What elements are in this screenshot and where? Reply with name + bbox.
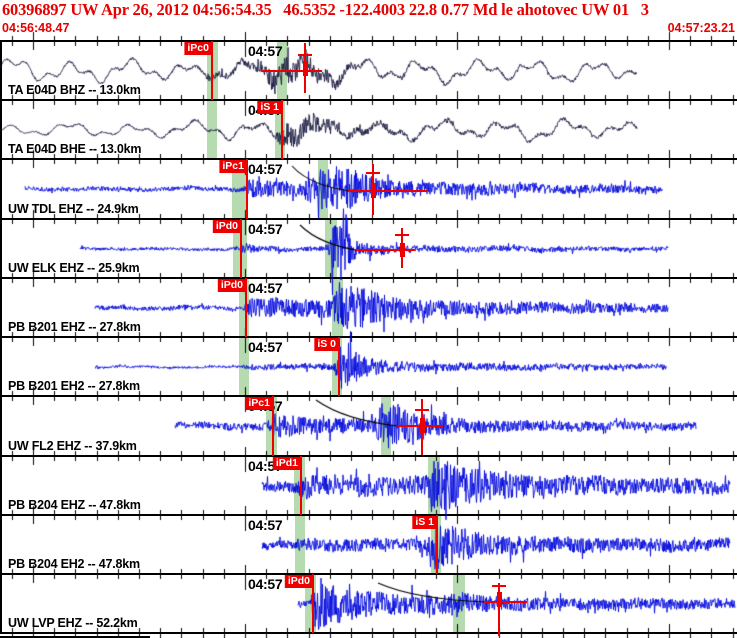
station-label: UW TDL EHZ -- 24.9km — [8, 202, 139, 216]
station-label: TA E04D BHE -- 13.0km — [8, 142, 142, 156]
station-label: TA E04D BHZ -- 13.0km — [8, 83, 141, 97]
phase-pick-line[interactable] — [300, 456, 302, 515]
amplitude-marker-hline[interactable] — [348, 190, 427, 192]
phase-pick-line[interactable] — [240, 219, 242, 278]
minute-time-label: 04:57 — [248, 43, 283, 59]
phase-pick-label[interactable]: iPd0 — [217, 279, 246, 292]
phase-pick-label[interactable]: iPc1 — [245, 397, 273, 410]
minute-time-label: 04:57 — [248, 280, 283, 296]
phase-pick-label[interactable]: iS 1 — [412, 516, 437, 529]
amplitude-marker-tick[interactable] — [492, 585, 506, 587]
phase-pick-label[interactable]: iPd0 — [212, 220, 241, 233]
phase-pick-line[interactable] — [245, 278, 247, 337]
phase-pick-line[interactable] — [312, 574, 314, 633]
amplitude-marker-tick[interactable] — [415, 409, 429, 411]
minute-time-label: 04:57 — [248, 339, 283, 355]
minute-time-label: 04:57 — [248, 221, 283, 237]
minute-time-label: 04:57 — [248, 576, 283, 592]
phase-pick-label[interactable]: iPc1 — [219, 160, 247, 173]
station-label: PB B201 EH2 -- 27.8km — [8, 379, 140, 393]
phase-pick-label[interactable]: iPc0 — [184, 42, 212, 55]
minute-time-label: 04:57 — [248, 517, 283, 533]
phase-pick-line[interactable] — [436, 515, 438, 574]
amplitude-marker-tick[interactable] — [395, 234, 409, 236]
phase-pick-label[interactable]: iPd1 — [272, 457, 301, 470]
station-label: UW ELK EHZ -- 25.9km — [8, 261, 140, 275]
phase-pick-line[interactable] — [338, 337, 340, 396]
station-label: PB B204 EH2 -- 47.8km — [8, 557, 140, 571]
phase-pick-label[interactable]: iS 0 — [314, 338, 339, 351]
amplitude-marker-vline[interactable] — [498, 583, 500, 636]
amplitude-marker-hline[interactable] — [397, 425, 443, 427]
phase-pick-line[interactable] — [272, 396, 274, 456]
phase-pick-label[interactable]: iS 1 — [257, 101, 282, 114]
amplitude-marker-box[interactable] — [302, 61, 308, 76]
amplitude-marker-hline[interactable] — [262, 70, 322, 72]
amplitude-marker-hline[interactable] — [484, 601, 527, 603]
station-label: UW FL2 EHZ -- 37.9km — [8, 439, 137, 453]
amplitude-marker-box[interactable] — [496, 592, 502, 607]
phase-pick-line[interactable] — [281, 100, 283, 159]
amplitude-marker-tick[interactable] — [366, 172, 380, 174]
phase-pick-line[interactable] — [211, 41, 213, 100]
station-label: PB B204 EHZ -- 47.8km — [8, 498, 141, 512]
phase-pick-label[interactable]: iPd0 — [284, 575, 313, 588]
amplitude-marker-hline[interactable] — [356, 249, 415, 251]
minute-time-label: 04:57 — [248, 161, 283, 177]
station-label: UW LVP EHZ -- 52.2km — [8, 616, 138, 630]
amplitude-marker-tick[interactable] — [298, 54, 312, 56]
station-label: PB B201 EHZ -- 27.8km — [8, 320, 141, 334]
phase-pick-line[interactable] — [246, 159, 248, 219]
